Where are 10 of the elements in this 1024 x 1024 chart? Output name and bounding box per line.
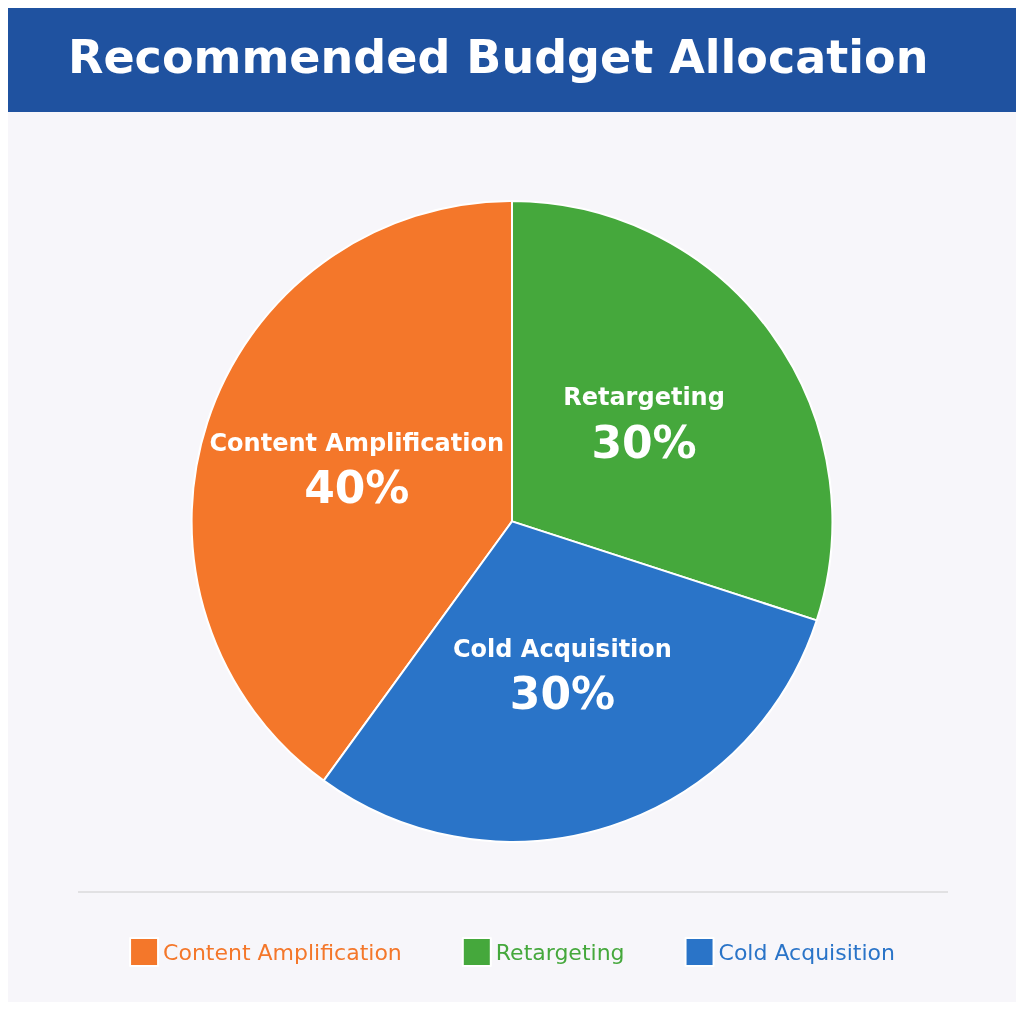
legend-label: Retargeting	[495, 939, 625, 965]
slice-label: Cold Acquisition	[452, 634, 672, 663]
legend-label: Cold Acquisition	[718, 939, 895, 965]
chart-title: Recommended Budget Allocation	[8, 8, 1016, 112]
data-label: 30%	[591, 416, 697, 468]
slice-label: Retargeting	[563, 383, 725, 412]
data-label: 40%	[304, 462, 410, 514]
slice-label: Content Amplification	[209, 428, 505, 457]
legend-label: Content Amplification	[163, 939, 402, 965]
data-label: 30%	[509, 668, 616, 720]
